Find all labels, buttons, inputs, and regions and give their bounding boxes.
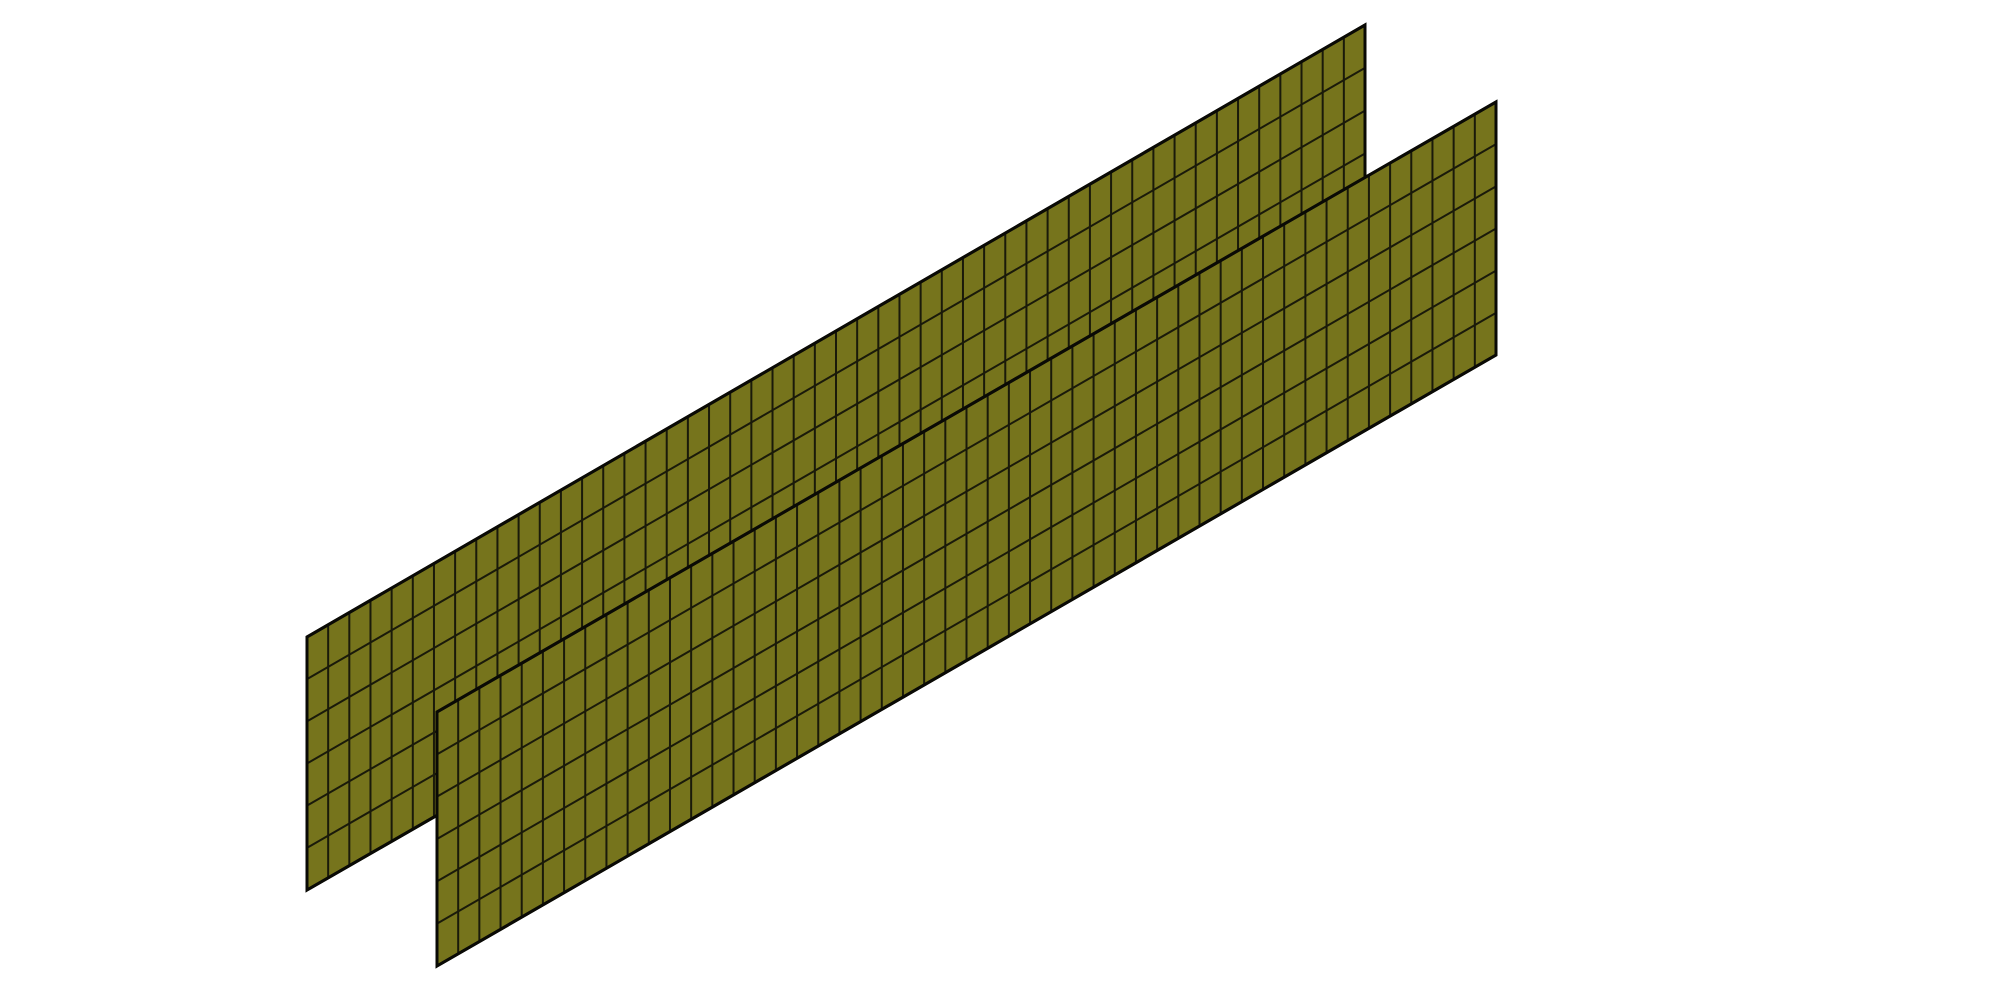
back-mesh-panel-row-line: [306, 152, 1366, 765]
front-mesh-panel-row-line: [436, 185, 1497, 798]
front-mesh-panel-row-line: [436, 269, 1497, 883]
front-mesh-panel-row-line: [436, 227, 1497, 840]
back-mesh-panel-row-line: [306, 109, 1366, 723]
front-mesh-panel-outline: [435, 99, 1498, 969]
front-mesh-panel-row-line: [436, 143, 1497, 756]
front-mesh-panel-row-line: [436, 311, 1497, 925]
front-mesh-panel: [435, 99, 1498, 969]
back-mesh-panel-row-line: [306, 66, 1366, 681]
